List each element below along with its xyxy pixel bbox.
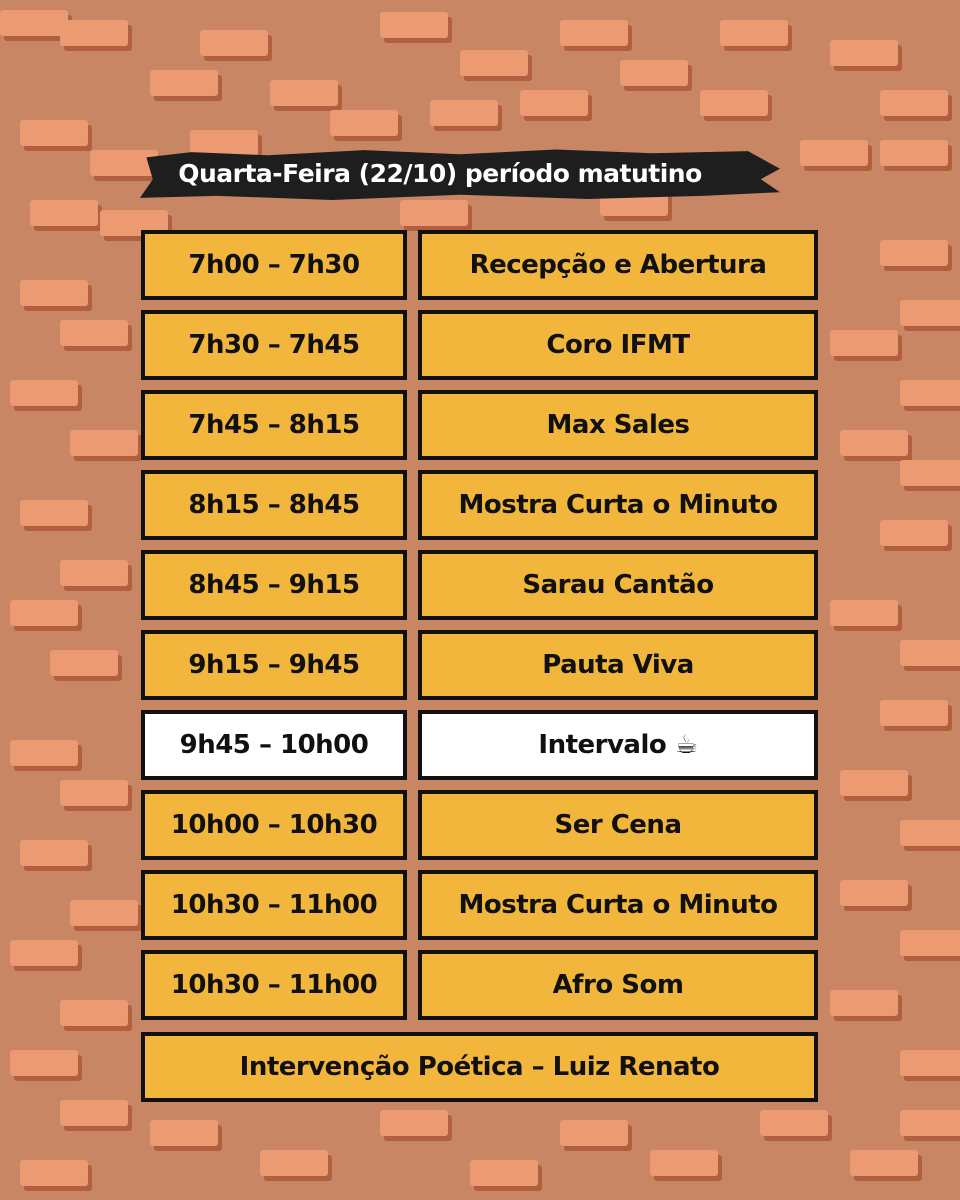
brick	[10, 940, 78, 966]
activity-name: Mostra Curta o Minuto	[418, 870, 818, 940]
brick	[460, 50, 528, 76]
brick	[900, 460, 960, 486]
time-slot: 9h45 – 10h00	[141, 710, 407, 780]
brick	[900, 380, 960, 406]
activity-name: Intervalo ☕	[418, 710, 818, 780]
brick	[880, 240, 948, 266]
brick	[20, 500, 88, 526]
activity-name: Recepção e Abertura	[418, 230, 818, 300]
brick	[840, 430, 908, 456]
brick	[830, 600, 898, 626]
brick	[20, 120, 88, 146]
brick	[650, 1150, 718, 1176]
brick	[10, 1050, 78, 1076]
brick	[60, 1000, 128, 1026]
brick	[150, 70, 218, 96]
activity-name: Ser Cena	[418, 790, 818, 860]
brick	[900, 820, 960, 846]
brick	[430, 100, 498, 126]
brick	[270, 80, 338, 106]
brick	[20, 1160, 88, 1186]
brick	[90, 150, 158, 176]
brick	[190, 130, 258, 156]
brick	[900, 930, 960, 956]
activity-name: Coro IFMT	[418, 310, 818, 380]
brick	[880, 90, 948, 116]
time-slot: 10h30 – 11h00	[141, 870, 407, 940]
brick	[760, 1110, 828, 1136]
activity-name: Mostra Curta o Minuto	[418, 470, 818, 540]
activity-name: Sarau Cantão	[418, 550, 818, 620]
brick	[60, 1100, 128, 1126]
brick	[330, 110, 398, 136]
brick	[880, 520, 948, 546]
time-slot: 7h45 – 8h15	[141, 390, 407, 460]
activity-name: Max Sales	[418, 390, 818, 460]
brick	[10, 380, 78, 406]
brick	[60, 780, 128, 806]
footer-activity: Intervenção Poética – Luiz Renato	[141, 1032, 818, 1102]
brick	[880, 700, 948, 726]
brick	[880, 140, 948, 166]
brick	[20, 840, 88, 866]
brick	[400, 200, 468, 226]
brick	[560, 1120, 628, 1146]
brick	[560, 20, 628, 46]
brick	[200, 30, 268, 56]
brick	[0, 10, 68, 36]
time-slot: 8h15 – 8h45	[141, 470, 407, 540]
brick	[70, 900, 138, 926]
time-slot: 10h30 – 11h00	[141, 950, 407, 1020]
brick	[470, 1160, 538, 1186]
brick	[60, 320, 128, 346]
brick	[700, 90, 768, 116]
time-slot: 10h00 – 10h30	[141, 790, 407, 860]
brick	[830, 330, 898, 356]
time-slot: 7h30 – 7h45	[141, 310, 407, 380]
brick	[900, 1110, 960, 1136]
activity-name: Pauta Viva	[418, 630, 818, 700]
time-slot: 7h00 – 7h30	[141, 230, 407, 300]
brick	[900, 1050, 960, 1076]
brick	[850, 1150, 918, 1176]
brick	[800, 140, 868, 166]
brick	[260, 1150, 328, 1176]
brick	[830, 40, 898, 66]
brick	[900, 640, 960, 666]
brick	[720, 20, 788, 46]
brick	[840, 770, 908, 796]
brick	[50, 650, 118, 676]
activity-name: Afro Som	[418, 950, 818, 1020]
time-slot: 8h45 – 9h15	[141, 550, 407, 620]
page-title: Quarta-Feira (22/10) período matutino	[178, 159, 702, 188]
brick	[60, 20, 128, 46]
title-brush-banner	[140, 149, 780, 200]
brick	[70, 430, 138, 456]
brick	[830, 990, 898, 1016]
brick	[840, 880, 908, 906]
brick	[520, 90, 588, 116]
brick	[150, 1120, 218, 1146]
brick	[380, 1110, 448, 1136]
brick	[20, 280, 88, 306]
brick	[620, 60, 688, 86]
brick	[380, 12, 448, 38]
brick	[10, 740, 78, 766]
time-slot: 9h15 – 9h45	[141, 630, 407, 700]
brick	[900, 300, 960, 326]
brick	[10, 600, 78, 626]
brick	[60, 560, 128, 586]
brick	[30, 200, 98, 226]
